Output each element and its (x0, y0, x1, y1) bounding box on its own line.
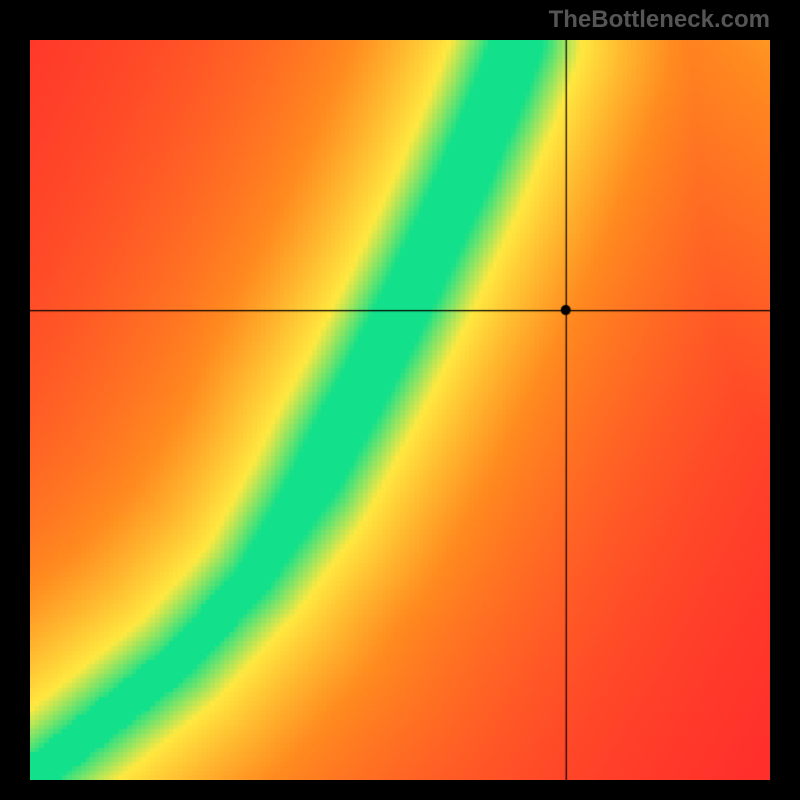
bottleneck-heatmap (30, 40, 770, 780)
watermark-text: TheBottleneck.com (549, 6, 770, 34)
chart-container: TheBottleneck.com (0, 0, 800, 800)
